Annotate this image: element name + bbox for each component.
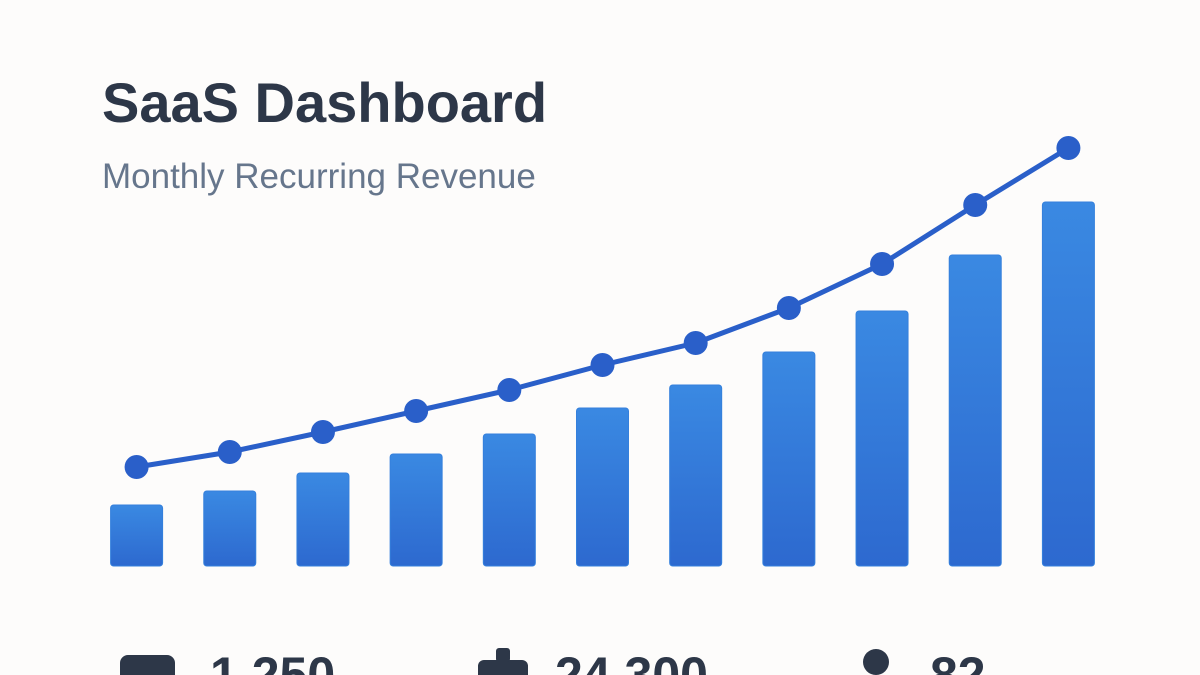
- line-point: [124, 455, 149, 479]
- line-point: [776, 296, 801, 320]
- line-point: [497, 378, 522, 402]
- bar: [389, 453, 443, 567]
- bar: [855, 310, 909, 567]
- bar: [762, 351, 816, 567]
- bar: [576, 407, 629, 567]
- bar: [669, 384, 723, 567]
- line-point: [310, 420, 335, 444]
- stat-icon: [120, 648, 889, 675]
- bar: [110, 504, 164, 567]
- line-point: [870, 252, 895, 276]
- line-point: [963, 193, 988, 217]
- subtitle: Monthly Recurring Revenue: [102, 157, 536, 196]
- line-point: [217, 440, 242, 464]
- stat-value: 1,250: [210, 647, 335, 675]
- bar: [203, 490, 257, 567]
- bar: [1041, 201, 1095, 567]
- bar: [482, 433, 536, 567]
- line-point: [1056, 136, 1081, 160]
- line-point: [404, 399, 429, 423]
- stat-value: 82: [930, 647, 986, 675]
- stat-value: 24,300: [555, 647, 708, 675]
- bar: [296, 472, 350, 567]
- bar: [948, 254, 1002, 567]
- title: SaaS Dashboard: [102, 71, 547, 134]
- line-point: [683, 331, 708, 355]
- line-point: [590, 353, 615, 377]
